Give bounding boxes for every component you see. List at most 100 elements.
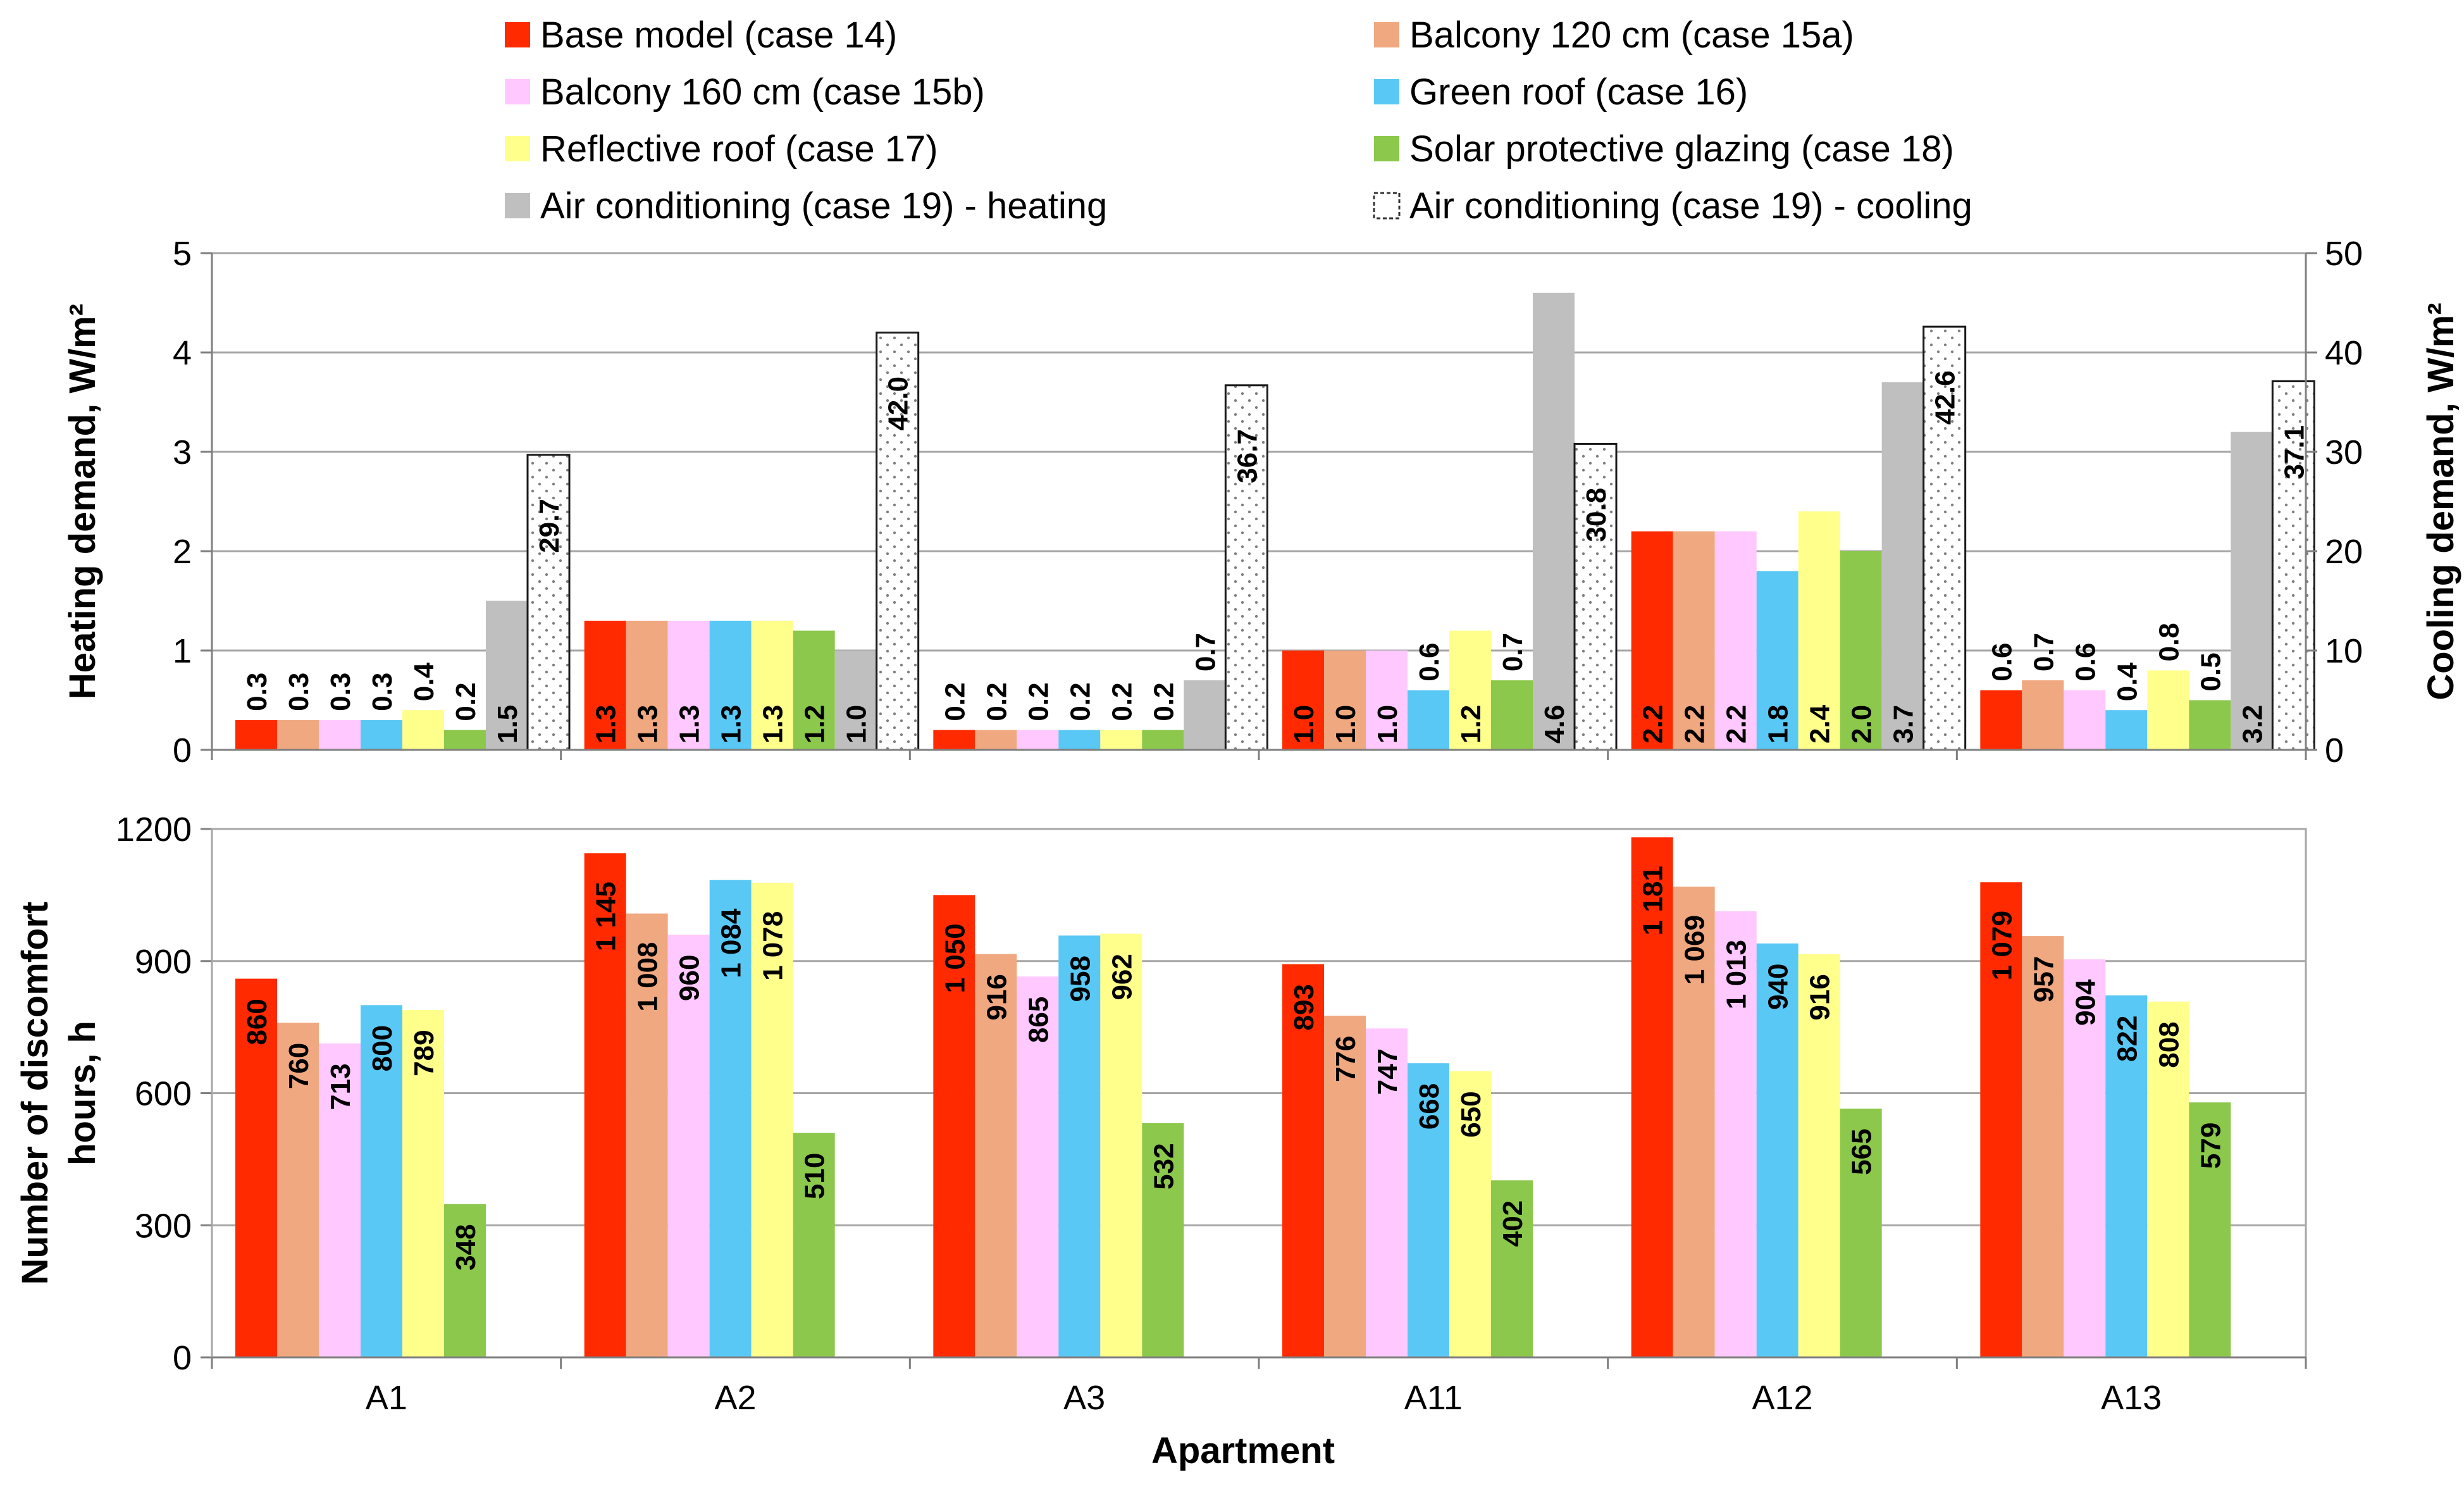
top-bar-A11-series-2 — [1324, 651, 1366, 750]
bottom-label-A11-series-1: 893 — [1289, 984, 1320, 1030]
legend-label-8: Air conditioning (case 19) - cooling — [1409, 185, 1972, 227]
bottom-bar-A3-series-3 — [1017, 976, 1059, 1357]
legend-swatch-2 — [1374, 22, 1399, 47]
bottom-bar-A12-series-3 — [1714, 911, 1757, 1357]
bottom-bar-A11-series-6 — [1491, 1180, 1533, 1357]
top-label-A13-cooling: 37.1 — [2279, 425, 2310, 480]
top-label-A13-series-2: 0.7 — [2028, 633, 2059, 671]
bottom-bar-A2-series-1 — [584, 853, 626, 1357]
legend-swatch-6 — [1374, 136, 1399, 161]
top-label-A3-series-3: 0.2 — [1023, 682, 1054, 721]
top-label-A2-series-4: 1.3 — [716, 705, 747, 744]
top-bar-A13-series-3 — [2064, 690, 2106, 750]
top-label-A1-series-1: 0.3 — [242, 673, 273, 711]
top-bar-A12-series-3 — [1714, 531, 1757, 750]
top-label-A11-series-6: 0.7 — [1497, 633, 1528, 671]
legend: Base model (case 14) Balcony 120 cm (case… — [505, 15, 1972, 227]
top-label-A2-series-7: 1.0 — [841, 705, 872, 744]
bottom-bar-A1-series-6 — [444, 1204, 486, 1357]
top-bar-A1-series-7 — [486, 601, 528, 750]
top-left-tick-label: 1 — [173, 632, 192, 670]
top-label-A2-series-6: 1.2 — [800, 705, 831, 744]
top-label-A12-cooling: 42.6 — [1930, 371, 1961, 425]
bottom-bar-A2-series-3 — [667, 935, 710, 1357]
top-label-A12-series-5: 2.4 — [1805, 704, 1836, 744]
bottom-label-A13-series-5: 808 — [2153, 1021, 2184, 1068]
legend-label-6: Solar protective glazing (case 18) — [1409, 128, 1954, 170]
top-bar-A1-series-4 — [361, 720, 402, 750]
bottom-bar-A2-series-5 — [751, 882, 793, 1357]
bottom-bar-A3-series-5 — [1100, 933, 1142, 1357]
legend-swatch-8 — [1373, 192, 1401, 220]
bottom-label-A3-series-2: 916 — [981, 974, 1012, 1020]
top-label-A11-series-4: 0.6 — [1414, 643, 1445, 682]
top-bar-A12-series-6 — [1840, 551, 1882, 750]
top-label-A2-cooling: 42.0 — [883, 377, 914, 431]
bottom-label-A12-series-2: 1 069 — [1680, 915, 1711, 985]
legend-swatch-3 — [505, 79, 530, 104]
top-label-A2-series-3: 1.3 — [674, 705, 705, 744]
top-right-tick-label: 20 — [2325, 533, 2363, 571]
bottom-bar-A2-series-2 — [626, 913, 668, 1357]
top-label-A13-series-4: 0.4 — [2112, 663, 2143, 702]
top-bar-A12-series-7 — [1881, 382, 1924, 750]
bottom-bar-A12-series-6 — [1840, 1108, 1882, 1357]
top-left-tick-label: 4 — [173, 334, 192, 372]
top-label-A2-series-1: 1.3 — [591, 705, 622, 744]
bottom-y-axis-title-line1: Number of discomfort — [15, 902, 56, 1285]
legend-swatch-1 — [505, 22, 530, 47]
top-bar-A12-cooling — [1922, 325, 1967, 751]
bottom-label-A13-series-2: 957 — [2028, 956, 2059, 1002]
bottom-bar-A11-series-2 — [1324, 1016, 1366, 1357]
top-bar-A13-series-2 — [2022, 680, 2064, 750]
top-bar-A12-series-5 — [1798, 511, 1840, 750]
top-bar-A3-series-1 — [933, 730, 975, 750]
legend-label-3: Balcony 160 cm (case 15b) — [540, 72, 985, 113]
bottom-label-A1-series-3: 713 — [325, 1063, 356, 1109]
bottom-label-A12-series-1: 1 181 — [1638, 866, 1669, 935]
top-label-A2-series-5: 1.3 — [758, 705, 789, 744]
bottom-bar-A2-series-4 — [709, 880, 752, 1357]
top-label-A3-series-1: 0.2 — [939, 682, 970, 721]
top-y2-axis-title: Cooling demand, W/m² — [2420, 302, 2461, 700]
legend-label-5: Reflective roof (case 17) — [540, 128, 938, 170]
top-label-A12-series-4: 1.8 — [1763, 705, 1794, 744]
bottom-label-A1-series-1: 860 — [242, 999, 273, 1045]
top-bar-A3-series-5 — [1100, 730, 1142, 750]
top-bar-A2-series-1 — [584, 620, 626, 750]
top-left-tick-label: 5 — [173, 235, 192, 273]
top-label-A12-series-6: 2.0 — [1847, 705, 1878, 744]
top-label-A1-series-6: 0.2 — [450, 682, 481, 721]
top-label-A1-series-5: 0.4 — [409, 663, 440, 702]
top-right-tick-label: 0 — [2325, 732, 2344, 769]
bottom-label-A12-series-3: 1 013 — [1721, 940, 1752, 1009]
bottom-label-A13-series-1: 1 079 — [1986, 911, 2017, 980]
bottom-label-A3-series-3: 865 — [1023, 997, 1054, 1043]
top-y-axis-title: Heating demand, W/m² — [62, 304, 103, 699]
bottom-bar-A2-series-6 — [793, 1133, 835, 1357]
top-label-A3-series-7: 0.7 — [1190, 633, 1221, 671]
bottom-label-A2-series-5: 1 078 — [758, 911, 789, 981]
top-bar-A13-series-6 — [2189, 700, 2231, 750]
bottom-bar-A3-series-1 — [933, 895, 975, 1357]
bottom-bar-A3-series-6 — [1142, 1123, 1184, 1357]
legend-swatch-7 — [505, 193, 530, 218]
bottom-label-A3-series-5: 962 — [1106, 954, 1137, 1000]
bottom-label-A1-series-6: 348 — [450, 1224, 481, 1270]
bottom-bar-A1-series-5 — [402, 1009, 444, 1357]
top-bar-A12-series-2 — [1673, 531, 1715, 750]
top-label-A11-series-5: 1.2 — [1456, 705, 1487, 744]
top-bar-A3-series-7 — [1184, 680, 1226, 750]
category-label-A13: A13 — [2101, 1379, 2162, 1417]
bottom-label-A11-series-6: 402 — [1497, 1200, 1528, 1247]
category-label-A11: A11 — [1404, 1379, 1463, 1417]
top-left-tick-label: 3 — [173, 433, 192, 471]
top-bar-A11-series-5 — [1449, 630, 1491, 750]
legend-label-1: Base model (case 14) — [540, 15, 897, 56]
top-bar-A2-series-2 — [626, 620, 668, 750]
top-label-A13-series-6: 0.5 — [2195, 652, 2226, 691]
legend-label-7: Air conditioning (case 19) - heating — [540, 185, 1107, 227]
bottom-bar-A1-series-3 — [319, 1043, 361, 1357]
